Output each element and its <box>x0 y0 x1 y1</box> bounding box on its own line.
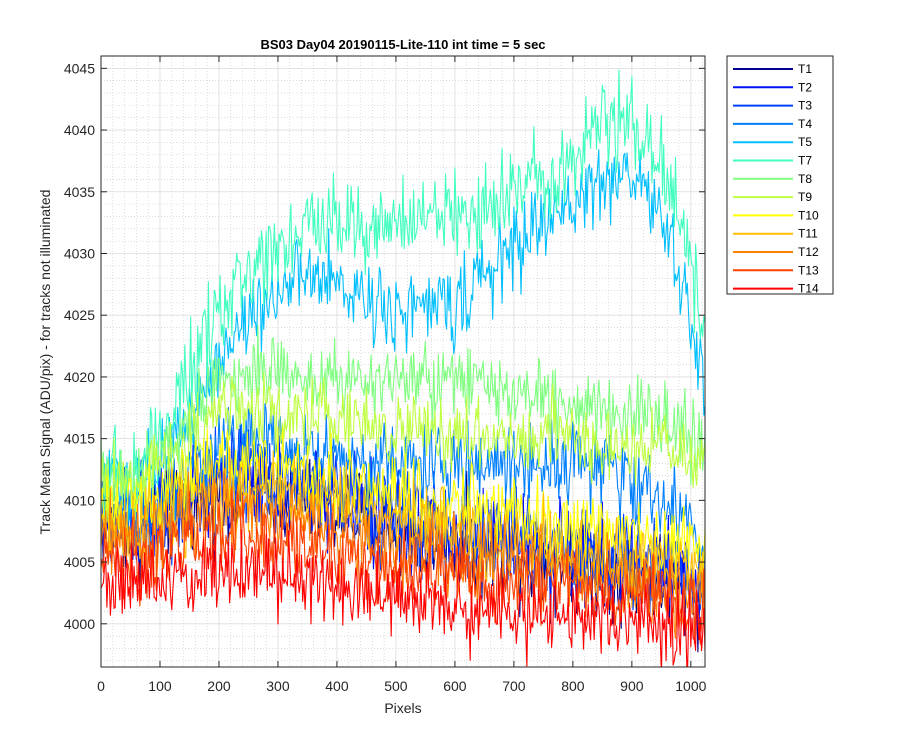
x-tick-label: 300 <box>266 678 290 694</box>
y-tick-label: 4000 <box>64 616 95 632</box>
x-tick-label: 500 <box>384 678 408 694</box>
series-line-t14 <box>101 529 705 667</box>
legend-label-t7: T7 <box>798 154 812 168</box>
y-tick-label: 4015 <box>64 431 95 447</box>
legend-label-t3: T3 <box>798 99 812 113</box>
legend-box <box>726 55 834 295</box>
series-line-t7 <box>101 69 705 524</box>
y-tick-label: 4010 <box>64 492 95 508</box>
y-tick-label: 4020 <box>64 369 95 385</box>
legend-label-t11: T11 <box>798 227 818 241</box>
y-tick-label: 4040 <box>64 122 95 138</box>
series-line-t10 <box>101 426 705 603</box>
x-tick-label: 1000 <box>675 678 706 694</box>
y-axis-label: Track Mean Signal (ADU/pix) - for tracks… <box>37 190 53 535</box>
legend-label-t9: T9 <box>798 190 812 204</box>
x-tick-label: 800 <box>561 678 585 694</box>
x-tick-label: 400 <box>325 678 349 694</box>
legend-label-t4: T4 <box>798 117 812 131</box>
legend-label-t8: T8 <box>798 172 812 186</box>
series-lines <box>101 69 705 667</box>
x-tick-label: 600 <box>443 678 467 694</box>
y-tick-labels: 4000 4005 4010 4015 4020 4025 4030 4035 4040 4045 <box>64 60 95 631</box>
x-axis-label: Pixels <box>384 700 421 716</box>
x-tick-labels: 0 100 200 300 400 500 600 700 800 900 1000 <box>97 678 707 694</box>
series-line-t12 <box>101 467 705 640</box>
x-tick-label: 700 <box>502 678 526 694</box>
x-tick-label: 200 <box>207 678 231 694</box>
x-tick-label: 100 <box>148 678 172 694</box>
plot-frame <box>100 55 706 668</box>
y-tick-label: 4035 <box>64 184 95 200</box>
legend-label-t1: T1 <box>798 62 812 76</box>
legend-label-t2: T2 <box>798 80 812 94</box>
legend-label-t13: T13 <box>798 263 819 277</box>
legend-label-t12: T12 <box>798 245 819 259</box>
y-tick-label: 4005 <box>64 554 95 570</box>
legend-label-t14: T14 <box>798 282 819 296</box>
series-line-t8 <box>101 325 705 521</box>
axis-ticks <box>100 56 705 667</box>
chart-title: BS03 Day04 20190115-Lite-110 int time = … <box>260 37 545 52</box>
series-line-t9 <box>101 372 705 525</box>
series-line-t11 <box>101 446 705 608</box>
y-tick-label: 4045 <box>64 60 95 76</box>
y-tick-label: 4025 <box>64 307 95 323</box>
legend-label-t5: T5 <box>798 135 812 149</box>
series-line-t13 <box>101 486 705 645</box>
x-tick-label: 0 <box>97 678 105 694</box>
x-tick-label: 900 <box>620 678 644 694</box>
y-tick-label: 4030 <box>64 245 95 261</box>
legend: T1 T2 T3 T4 T5 T7 T8 T9 T10 T11 T12 T13 T14 <box>726 55 834 296</box>
legend-label-t10: T10 <box>798 208 819 222</box>
